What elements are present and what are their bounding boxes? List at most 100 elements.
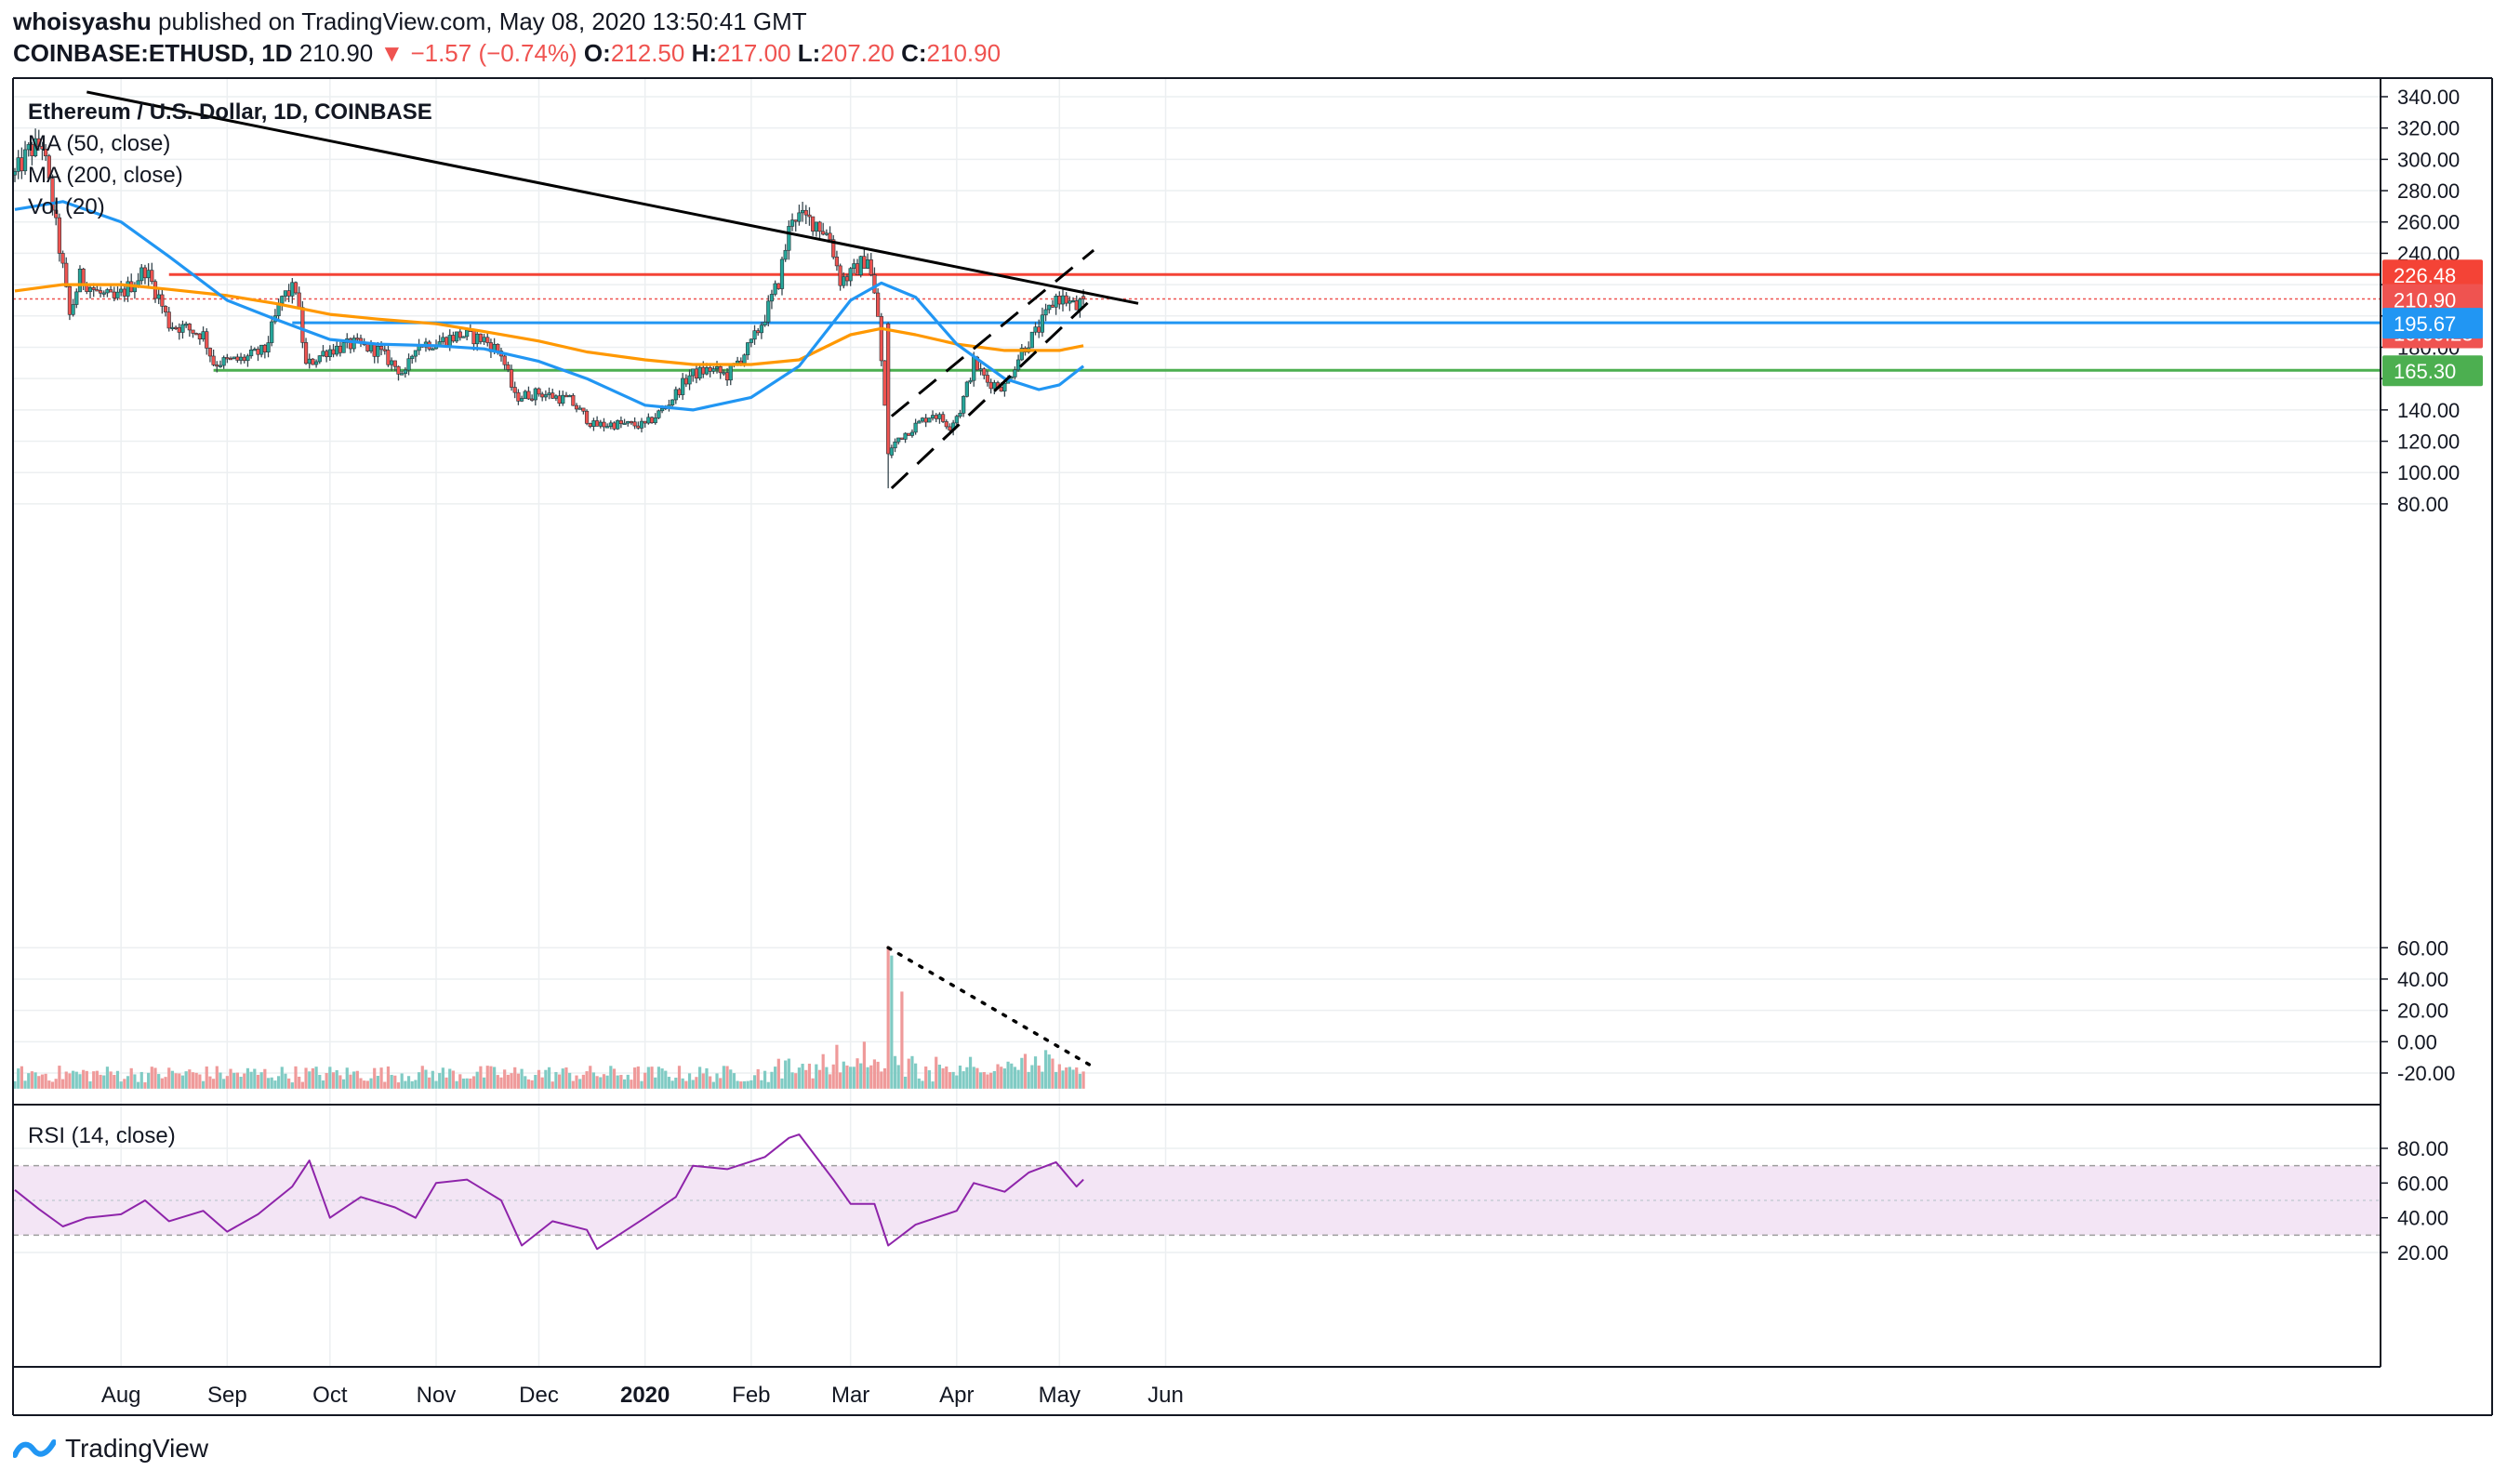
candle-body <box>944 421 948 428</box>
candle-body <box>540 393 545 398</box>
candle-body <box>724 372 730 381</box>
candle-body <box>930 415 935 418</box>
candle-body <box>1002 382 1007 391</box>
volume-bar <box>650 1067 654 1089</box>
volume-bar <box>914 1063 918 1089</box>
candle-body <box>36 138 41 147</box>
candle-body <box>400 373 405 376</box>
volume-bar <box>44 1073 47 1089</box>
volume-bar <box>499 1077 503 1089</box>
volume-bar <box>40 1074 45 1089</box>
volume-bar <box>420 1066 424 1089</box>
volume-bar <box>27 1073 31 1089</box>
time-tick-label: Nov <box>417 1383 457 1408</box>
trendlines <box>86 90 1139 1067</box>
volume-bar <box>17 1068 20 1089</box>
volume-bar <box>383 1081 387 1089</box>
candle-body <box>718 366 723 374</box>
publish-info: whoisyashu published on TradingView.com,… <box>13 7 807 36</box>
volume-bar <box>856 1058 859 1089</box>
volume-bar <box>804 1069 808 1089</box>
author-name[interactable]: whoisyashu <box>13 7 152 35</box>
candle-body <box>201 331 206 339</box>
volume-bar <box>561 1068 564 1089</box>
volume-bar <box>616 1075 619 1089</box>
candle-body <box>205 331 209 349</box>
candle-body <box>920 417 925 422</box>
candle-body <box>228 358 233 361</box>
volume-bar <box>123 1079 126 1089</box>
tradingview-footer[interactable]: TradingView <box>13 1434 208 1464</box>
volume-bar <box>534 1074 537 1089</box>
candle-body <box>773 283 777 295</box>
candle-body <box>341 342 346 353</box>
candle-body <box>814 221 818 232</box>
volume-bar <box>489 1066 493 1089</box>
candle-body <box>146 270 151 279</box>
volume-bar <box>746 1080 749 1089</box>
candle-body <box>1054 296 1058 308</box>
volume-bar <box>766 1081 770 1089</box>
candle-body <box>81 268 86 285</box>
candle-body <box>280 296 285 304</box>
volume-bar <box>485 1066 489 1089</box>
candle-body <box>824 232 829 235</box>
volume-bar <box>866 1067 869 1089</box>
volume-bar <box>461 1078 466 1089</box>
high-label: H: <box>691 39 718 67</box>
price-tick-label: 300.00 <box>2397 148 2460 171</box>
candle-body <box>913 422 918 433</box>
volume-bar <box>835 1044 839 1089</box>
candle-body <box>899 437 904 440</box>
volume-bar <box>74 1071 78 1089</box>
candle-body <box>722 372 726 375</box>
volume-bar <box>664 1070 668 1089</box>
volume-bar <box>304 1067 308 1089</box>
candle-body <box>115 291 120 298</box>
volume-bar <box>1013 1067 1017 1089</box>
volume-bar <box>1000 1067 1003 1089</box>
candle-body <box>602 421 606 428</box>
volume-bar <box>510 1073 513 1089</box>
volume-bar <box>328 1067 332 1089</box>
volume-bar <box>581 1074 585 1089</box>
volume-bar <box>143 1081 147 1089</box>
volume-bar <box>701 1073 705 1089</box>
candle-body <box>834 257 840 267</box>
volume-bar <box>962 1071 965 1089</box>
volume-bar <box>807 1063 812 1089</box>
volume-bar <box>455 1080 458 1089</box>
candle-body <box>759 325 763 334</box>
volume-bar <box>314 1067 318 1089</box>
volume-bar <box>550 1081 554 1089</box>
candle-body <box>683 378 688 385</box>
volume-bar <box>160 1078 164 1089</box>
candle-body <box>232 356 236 359</box>
volume-bar <box>640 1080 643 1089</box>
volume-tick-label: 40.00 <box>2397 968 2448 991</box>
candle-body <box>964 381 969 397</box>
price-tag <box>2382 284 2483 315</box>
volume-bar <box>229 1068 232 1089</box>
volume-bar <box>1061 1070 1065 1089</box>
candle-body <box>783 249 788 260</box>
volume-bar <box>222 1079 226 1089</box>
volume-bar <box>825 1067 829 1089</box>
candle-body <box>789 219 795 227</box>
candle-body <box>506 364 511 370</box>
time-tick-label: Oct <box>312 1383 348 1408</box>
candle-body <box>355 338 360 340</box>
candle-body <box>927 417 932 423</box>
volume-bar <box>188 1069 192 1089</box>
price-tick-label: 140.00 <box>2397 399 2460 422</box>
volume-bar <box>643 1072 647 1089</box>
candle-body <box>954 416 959 424</box>
candle-body <box>286 290 291 297</box>
candle-body <box>749 338 753 343</box>
volume-trendline <box>886 946 1093 1067</box>
candle-body <box>701 366 706 375</box>
price-tick-label: 320.00 <box>2397 117 2460 140</box>
candle-body <box>95 289 99 292</box>
price-tick-label: 80.00 <box>2397 493 2448 516</box>
